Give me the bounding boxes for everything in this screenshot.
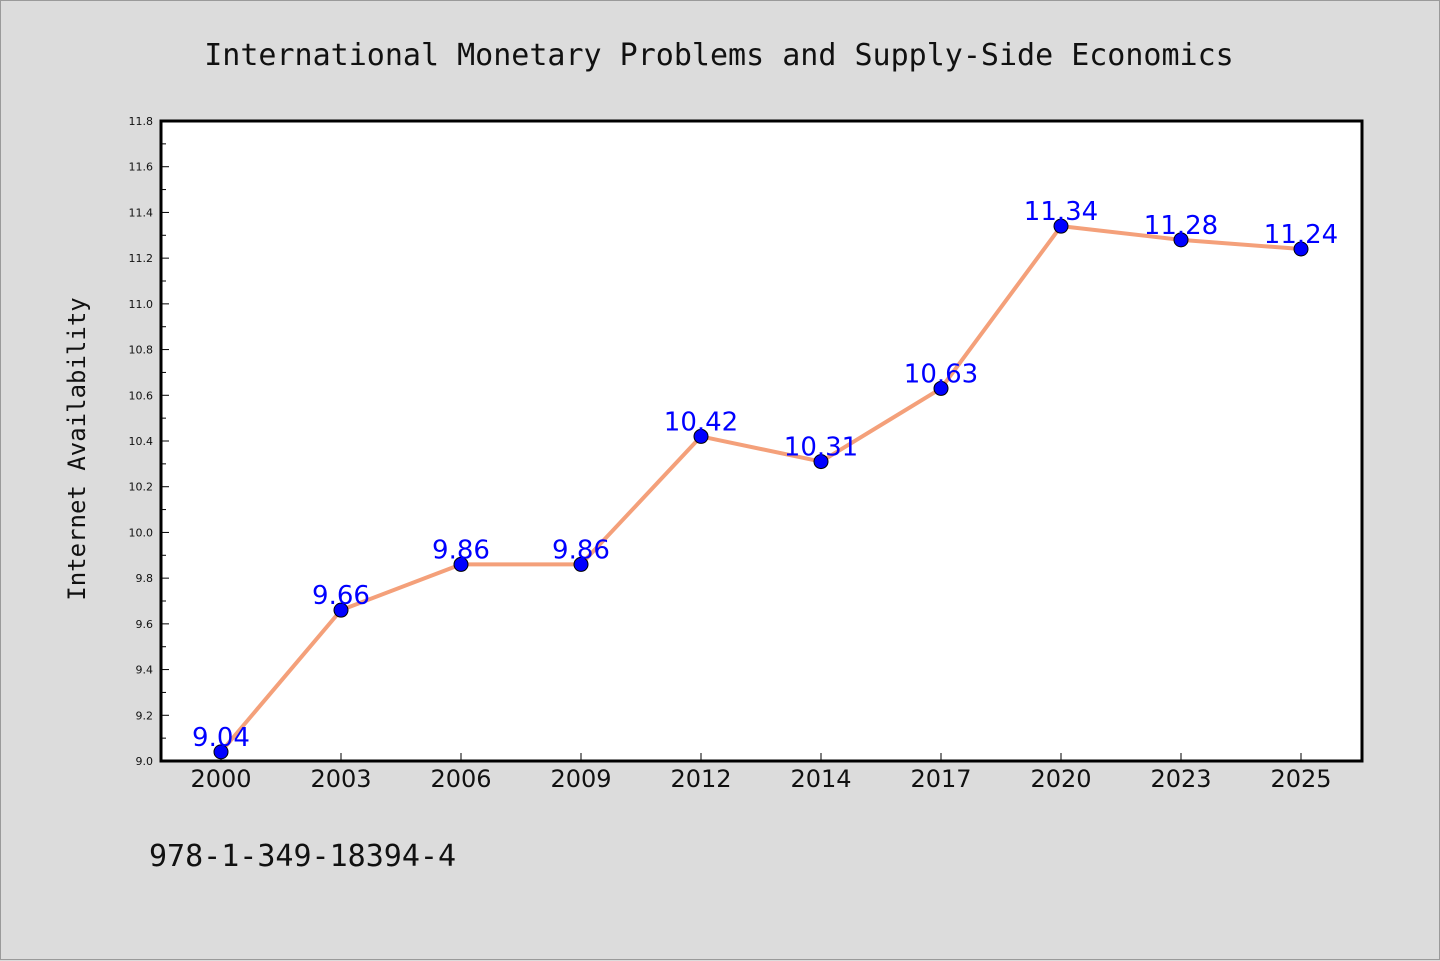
- y-tick-label: 10.4: [129, 435, 154, 448]
- data-labels: 9.04 9.66 9.86 9.86 10.42 10.31 10.63 11.34 11.2…: [192, 197, 1338, 753]
- data-point: [1293, 241, 1309, 257]
- data-point: [453, 556, 469, 572]
- y-tick-label: 9.4: [136, 664, 154, 677]
- data-point: [693, 428, 709, 444]
- plot-area: [161, 121, 1362, 761]
- data-label: 10.63: [904, 359, 978, 389]
- data-point: [213, 744, 229, 760]
- data-point: [813, 454, 829, 470]
- data-point: [573, 556, 589, 572]
- data-label: 9.04: [192, 723, 250, 753]
- data-label: 9.86: [552, 535, 610, 565]
- y-tick-label: 11.8: [129, 115, 154, 128]
- series-line: [219, 224, 1302, 754]
- data-point: [1173, 232, 1189, 248]
- x-tick-label: 2017: [910, 765, 971, 793]
- y-tick-label: 10.0: [129, 526, 154, 539]
- y-axis-label: Internet Availability: [63, 297, 91, 600]
- data-label: 11.34: [1024, 197, 1098, 227]
- chart-title: International Monetary Problems and Supp…: [204, 38, 1234, 73]
- data-label: 11.24: [1264, 220, 1338, 250]
- y-tick-label: 11.4: [129, 206, 154, 219]
- plot-border: [159, 119, 1364, 763]
- y-tick-label: 10.8: [129, 344, 154, 357]
- data-label: 9.86: [432, 535, 490, 565]
- y-tick-label: 10.2: [129, 481, 154, 494]
- x-tick-label: 2012: [670, 765, 731, 793]
- y-tick-label: 10.6: [129, 389, 154, 402]
- data-label: 10.42: [664, 407, 738, 437]
- data-point: [933, 380, 949, 396]
- y-tick-label: 11.2: [129, 252, 154, 265]
- data-label: 11.28: [1144, 211, 1218, 241]
- y-axis-ticks: 9.0 9.2 9.4 9.6 9.8 10.0 10.2 10.4 10.6 10.8 11.0 1…: [129, 115, 169, 768]
- isbn-footer: 978-1-349-18394-4: [149, 839, 456, 874]
- data-label: 10.31: [784, 433, 858, 463]
- x-axis-ticks: 2000 2003 2006 2009 2012 2014 2017 2020 2023 2025: [190, 753, 1332, 793]
- data-label: 9.66: [312, 581, 370, 611]
- x-tick-label: 2014: [790, 765, 851, 793]
- y-tick-label: 11.6: [129, 161, 154, 174]
- data-markers: [213, 218, 1309, 760]
- y-tick-label: 9.2: [136, 709, 154, 722]
- data-point: [333, 602, 349, 618]
- x-tick-label: 2025: [1270, 765, 1331, 793]
- x-tick-label: 2009: [550, 765, 611, 793]
- data-point: [1053, 218, 1069, 234]
- y-tick-label: 9.6: [136, 618, 154, 631]
- y-tick-label: 11.0: [129, 298, 154, 311]
- x-tick-label: 2003: [310, 765, 371, 793]
- x-tick-label: 2023: [1150, 765, 1211, 793]
- x-tick-label: 2020: [1030, 765, 1091, 793]
- y-tick-label: 9.0: [136, 755, 154, 768]
- y-tick-label: 9.8: [136, 572, 154, 585]
- x-tick-label: 2000: [190, 765, 251, 793]
- x-tick-label: 2006: [430, 765, 491, 793]
